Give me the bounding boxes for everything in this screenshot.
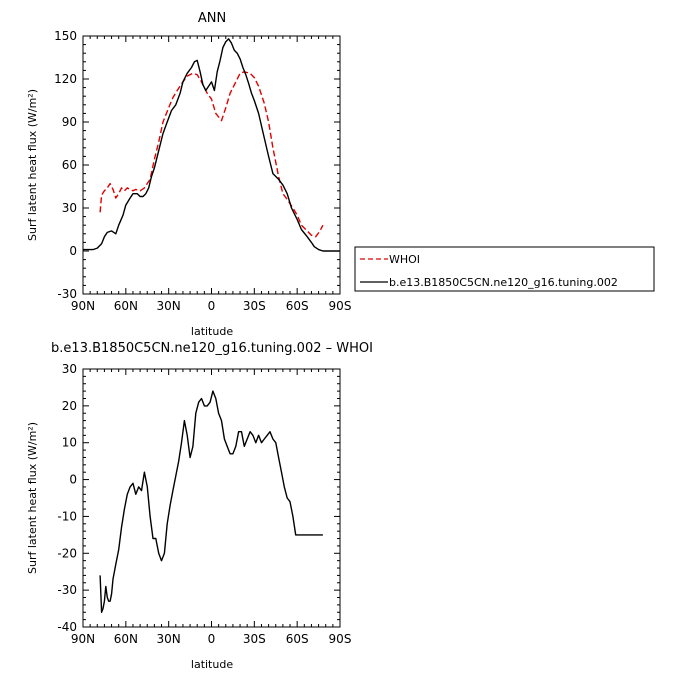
series-lines (99, 390, 323, 613)
axis-ticks: 90N 60N 30N 0 30S 60S 90S -30 0 30 60 90 120 150 (54, 29, 351, 313)
series-line-whoi (99, 71, 324, 238)
series-lines (83, 38, 340, 252)
x-tick-label: 90N (71, 299, 95, 313)
y-tick-label: 30 (62, 201, 77, 215)
y-tick-label: -30 (57, 583, 77, 597)
y-axis-label-text: Surf latent heat flux (W/m²) (26, 422, 39, 574)
plot-frame (82, 35, 341, 295)
y-tick-label: -30 (57, 287, 77, 301)
x-tick-label: 60N (114, 299, 138, 313)
top-chart-panel: ANN Surf latent heat flux (W/m²) latitud… (26, 11, 351, 338)
y-tick-label: 0 (69, 473, 77, 487)
chart-title-ann: ANN (198, 11, 226, 26)
y-tick-label: -20 (57, 546, 77, 560)
bottom-chart-panel: b.e13.B1850C5CN.ne120_g16.tuning.002 – W… (26, 341, 373, 671)
x-tick-label: 30S (243, 299, 266, 313)
plot-frame (82, 368, 341, 628)
legend-label-whoi: WHOI (389, 253, 420, 266)
series-line-difference (99, 390, 323, 613)
y-tick-label: 150 (54, 29, 77, 43)
y-tick-label: -40 (57, 620, 77, 634)
x-tick-label: 90S (329, 299, 352, 313)
x-axis-label: latitude (191, 325, 233, 338)
y-axis-label-bottom: Surf latent heat flux (W/m²) (26, 422, 39, 574)
y-axis-label-text: Surf latent heat flux (W/m²) (26, 89, 39, 241)
x-tick-label: 30S (243, 632, 266, 646)
y-axis-label: Surf latent heat flux (W/m²) (26, 89, 39, 241)
x-tick-label: 0 (208, 299, 216, 313)
legend: WHOI b.e13.B1850C5CN.ne120_g16.tuning.00… (354, 246, 655, 292)
y-tick-label: 60 (62, 158, 77, 172)
x-tick-label: 90S (329, 632, 352, 646)
x-tick-label: 60N (114, 632, 138, 646)
x-axis-label: latitude (191, 658, 233, 671)
y-tick-label: 30 (62, 362, 77, 376)
y-tick-label: 120 (54, 72, 77, 86)
x-tick-label: 60S (286, 632, 309, 646)
y-tick-label: 10 (62, 436, 77, 450)
x-tick-label: 60S (286, 299, 309, 313)
axis-ticks: 90N 60N 30N 0 30S 60S 90S -40 -30 -20 -10 0 10 20 30 (57, 362, 351, 646)
x-tick-label: 0 (208, 632, 216, 646)
x-tick-label: 90N (71, 632, 95, 646)
y-tick-label: 20 (62, 399, 77, 413)
x-tick-label: 30N (157, 299, 181, 313)
series-line-b-e13-b1850c5cn-ne120-g16-tuning-002 (83, 38, 340, 252)
legend-label-model: b.e13.B1850C5CN.ne120_g16.tuning.002 (389, 276, 618, 289)
legend-box (354, 246, 655, 292)
chart-title-difference: b.e13.B1850C5CN.ne120_g16.tuning.002 – W… (51, 341, 373, 356)
x-tick-label: 30N (157, 632, 181, 646)
y-tick-label: 0 (69, 244, 77, 258)
y-tick-label: 90 (62, 115, 77, 129)
y-tick-label: -10 (57, 509, 77, 523)
